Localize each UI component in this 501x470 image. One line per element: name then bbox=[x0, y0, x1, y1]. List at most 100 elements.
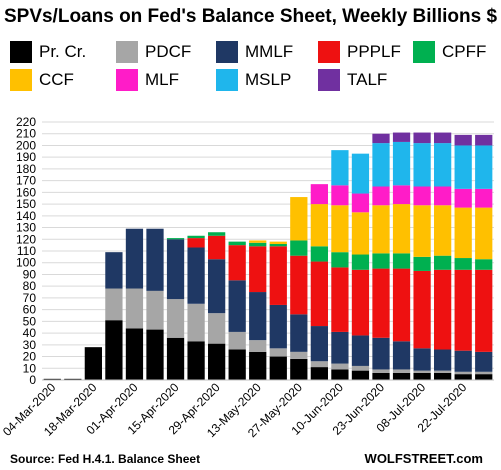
bar-segment-mmlf bbox=[290, 314, 308, 352]
bar-segment-mmlf bbox=[310, 326, 328, 362]
bar-segment-cpff bbox=[310, 246, 328, 262]
legend-swatch bbox=[413, 41, 435, 63]
y-tick-label: 10 bbox=[23, 361, 37, 375]
y-axis: 0102030405060708090100110120130140150160… bbox=[16, 115, 36, 387]
bar-segment-mmlf bbox=[269, 304, 287, 349]
bar-segment-pr-cr bbox=[187, 341, 205, 380]
bar-segment-mlf bbox=[372, 186, 390, 206]
bar-segment-ppplf bbox=[249, 246, 267, 293]
bar-segment-pdcf bbox=[372, 369, 390, 373]
y-tick-label: 40 bbox=[23, 326, 37, 340]
y-tick-label: 130 bbox=[16, 221, 36, 235]
bar-segment-pdcf bbox=[310, 361, 328, 368]
bar-segment-pr-cr bbox=[269, 356, 287, 380]
bar-segment-pdcf bbox=[290, 351, 308, 359]
y-tick-label: 100 bbox=[16, 256, 36, 270]
bar-segment-pr-cr bbox=[475, 374, 493, 380]
bar-segment-ccf bbox=[475, 207, 493, 260]
bar-segment-pdcf bbox=[166, 299, 185, 338]
bar-segment-ccf bbox=[290, 197, 308, 241]
bar-segment-pdcf bbox=[105, 288, 123, 321]
bar-segment-ppplf bbox=[475, 269, 493, 352]
bar-segment-ppplf bbox=[208, 235, 226, 260]
bar-segment-mlf bbox=[434, 186, 452, 206]
bar-segment-mmlf bbox=[166, 239, 185, 300]
brand-logo-text: WOLFSTREET.com bbox=[364, 451, 483, 466]
bar-segment-mmlf bbox=[146, 228, 164, 291]
bar-segment-mmlf bbox=[454, 350, 472, 372]
y-tick-label: 180 bbox=[16, 162, 36, 176]
bar-segment-pr-cr bbox=[166, 337, 185, 380]
chart-title: SPVs/Loans on Fed's Balance Sheet, Weekl… bbox=[3, 6, 498, 27]
bar-segment-mslp bbox=[351, 153, 370, 194]
bar-segment-cpff bbox=[208, 232, 226, 236]
legend-label: MMLF bbox=[245, 42, 294, 61]
bar-segment-pr-cr bbox=[105, 320, 123, 380]
legend-label: MLF bbox=[145, 70, 179, 89]
y-tick-label: 190 bbox=[16, 150, 36, 164]
legend-label: PDCF bbox=[145, 42, 192, 61]
legend-item-mslp: MSLP bbox=[216, 68, 291, 92]
bar-segment-cpff bbox=[434, 255, 452, 270]
bar-segment-mlf bbox=[454, 188, 472, 208]
bar-segment-ppplf bbox=[413, 270, 431, 349]
bar-segment-mmlf bbox=[249, 292, 267, 341]
legend-item-pdcf: PDCF bbox=[116, 40, 191, 64]
bar-segment-ccf bbox=[413, 205, 431, 257]
bar-segment-ppplf bbox=[434, 269, 452, 350]
bar-segment-pdcf bbox=[125, 288, 144, 329]
bar-segment-cpff bbox=[372, 253, 390, 269]
bar-segment-cpff bbox=[392, 253, 411, 269]
y-tick-label: 0 bbox=[29, 373, 36, 387]
bar-segment-ccf bbox=[454, 207, 472, 259]
bar-segment-pr-cr bbox=[454, 374, 472, 380]
bar-segment-pdcf bbox=[269, 348, 287, 357]
legend-item-ppplf: PPPLF bbox=[318, 40, 401, 64]
bar-segment-pdcf bbox=[392, 369, 411, 373]
legend-item-pr-cr: Pr. Cr. bbox=[10, 40, 86, 64]
y-tick-label: 220 bbox=[16, 115, 36, 129]
bar-segment-pdcf bbox=[187, 303, 205, 342]
bar-segment-pdcf bbox=[331, 363, 349, 370]
y-tick-label: 200 bbox=[16, 138, 36, 152]
legend-label: Pr. Cr. bbox=[39, 42, 87, 61]
bar-segment-pr-cr bbox=[64, 378, 82, 380]
y-tick-label: 150 bbox=[16, 197, 36, 211]
bar-segment-pr-cr bbox=[413, 372, 431, 380]
x-axis: 04-Mar-202018-Mar-202001-Apr-202015-Apr-… bbox=[0, 379, 494, 440]
bar-segment-pr-cr bbox=[208, 343, 226, 380]
bar-segment-pr-cr bbox=[249, 351, 267, 380]
y-tick-label: 160 bbox=[16, 185, 36, 199]
y-tick-label: 120 bbox=[16, 232, 36, 246]
bar-segment-mmlf bbox=[475, 351, 493, 372]
legend-label: MSLP bbox=[245, 70, 292, 89]
bar-segment-mmlf bbox=[208, 259, 226, 314]
bar-segment-ccf bbox=[372, 205, 390, 254]
bar-segment-ccf bbox=[351, 212, 370, 255]
bar-segment-cpff bbox=[187, 235, 205, 239]
bar-segment-mslp bbox=[372, 143, 390, 187]
bar-segment-pdcf bbox=[146, 290, 164, 330]
bar-segment-mlf bbox=[475, 188, 493, 208]
y-tick-label: 80 bbox=[23, 279, 37, 293]
bar-segment-mslp bbox=[413, 143, 431, 187]
bar-segment-cpff bbox=[166, 238, 185, 240]
bar-segment-ccf bbox=[269, 241, 287, 244]
bar-segment-mmlf bbox=[434, 349, 452, 371]
bar-segment-cpff bbox=[331, 252, 349, 268]
bar-segment-mslp bbox=[434, 143, 452, 187]
legend-label: PPPLF bbox=[347, 42, 401, 61]
bar-segment-mslp bbox=[475, 145, 493, 189]
bar-segment-ppplf bbox=[290, 255, 308, 315]
bar-segment-pr-cr bbox=[290, 358, 308, 380]
bar-segment-cpff bbox=[413, 256, 431, 271]
bar-segment-talf bbox=[413, 132, 431, 144]
legend-item-cpff: CPFF bbox=[413, 40, 486, 64]
bar-segment-pdcf bbox=[413, 370, 431, 373]
bar-segment-mmlf bbox=[331, 331, 349, 364]
bar-segment-mmlf bbox=[413, 348, 431, 371]
bar-segment-talf bbox=[454, 134, 472, 146]
bar-segment-mslp bbox=[454, 145, 472, 189]
bar-segment-pr-cr bbox=[310, 367, 328, 380]
bar-segment-talf bbox=[475, 134, 493, 146]
